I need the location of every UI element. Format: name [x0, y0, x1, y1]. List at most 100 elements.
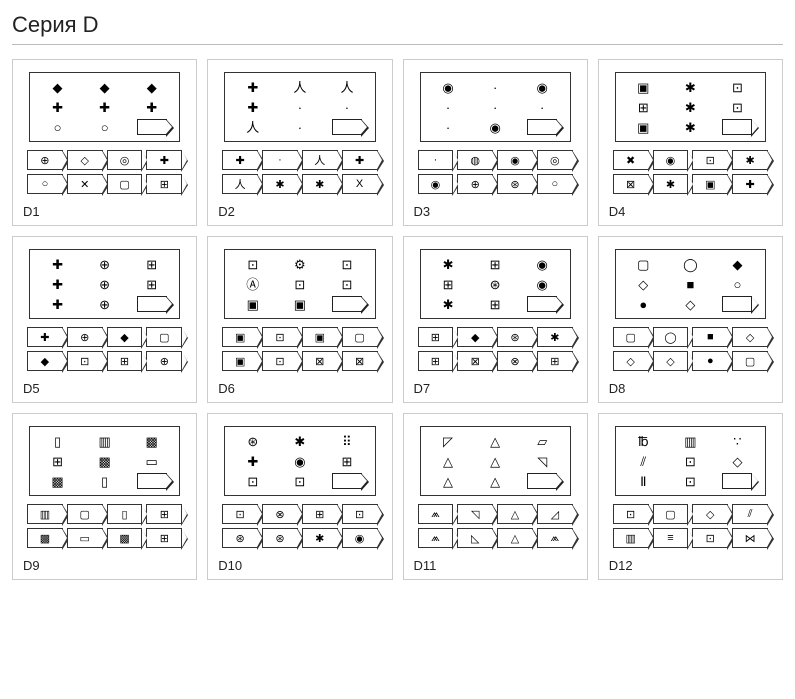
- answer-option[interactable]: ✕: [67, 174, 103, 194]
- answer-option[interactable]: ●: [692, 351, 728, 371]
- matrix-cell: [332, 473, 362, 489]
- answer-option[interactable]: ◇: [692, 504, 728, 524]
- answer-option[interactable]: ◇: [732, 327, 768, 347]
- answer-option[interactable]: ▩: [107, 528, 143, 548]
- answer-option[interactable]: ◇: [653, 351, 689, 371]
- answer-option[interactable]: ⋈: [732, 528, 768, 548]
- answer-option[interactable]: ◎: [537, 150, 573, 170]
- answer-option[interactable]: ⊡: [67, 351, 103, 371]
- answer-option[interactable]: ✚: [732, 174, 768, 194]
- answer-option[interactable]: ▭: [67, 528, 103, 548]
- answer-option[interactable]: ⊗: [262, 504, 298, 524]
- answer-option[interactable]: ⊡: [692, 528, 728, 548]
- answer-option[interactable]: ⊠: [613, 174, 649, 194]
- answer-option[interactable]: ⊕: [67, 327, 103, 347]
- answer-option[interactable]: ▣: [222, 351, 258, 371]
- answer-option[interactable]: ▢: [146, 327, 182, 347]
- answer-option[interactable]: ◯: [653, 327, 689, 347]
- answer-option[interactable]: ▢: [107, 174, 143, 194]
- answer-option[interactable]: ◉: [418, 174, 454, 194]
- answer-option[interactable]: ◿: [537, 504, 573, 524]
- answer-option[interactable]: ◆: [457, 327, 493, 347]
- answer-option[interactable]: ⊡: [613, 504, 649, 524]
- matrix-cell: ✱: [685, 81, 696, 94]
- answer-option[interactable]: ▢: [342, 327, 378, 347]
- answer-option[interactable]: ·: [418, 150, 454, 170]
- answer-option[interactable]: ⊠: [302, 351, 338, 371]
- answer-option[interactable]: 人: [302, 150, 338, 170]
- answer-option[interactable]: ✱: [262, 174, 298, 194]
- answer-option[interactable]: ✱: [537, 327, 573, 347]
- answer-option[interactable]: ⊞: [418, 351, 454, 371]
- answer-option[interactable]: ◍: [457, 150, 493, 170]
- answer-option[interactable]: ✚: [222, 150, 258, 170]
- matrix-cell: ⊡: [247, 475, 258, 488]
- answer-option[interactable]: ■: [692, 327, 728, 347]
- answer-option[interactable]: ◇: [613, 351, 649, 371]
- answer-option[interactable]: ◎: [107, 150, 143, 170]
- answer-option[interactable]: ◆: [27, 351, 63, 371]
- answer-option[interactable]: ⊞: [146, 504, 182, 524]
- answer-option[interactable]: ⊕: [457, 174, 493, 194]
- answer-option[interactable]: ▣: [302, 327, 338, 347]
- answer-option[interactable]: ⊡: [342, 504, 378, 524]
- answer-option[interactable]: ▥: [613, 528, 649, 548]
- answer-option[interactable]: ⊕: [27, 150, 63, 170]
- answer-option[interactable]: ◉: [653, 150, 689, 170]
- answer-option[interactable]: ✱: [732, 150, 768, 170]
- answer-option[interactable]: X: [342, 174, 378, 194]
- answer-option[interactable]: ▢: [653, 504, 689, 524]
- answer-option[interactable]: ✖: [613, 150, 649, 170]
- answer-option[interactable]: ✱: [302, 174, 338, 194]
- answer-option[interactable]: ⊕: [146, 351, 182, 371]
- answer-option[interactable]: ⊡: [262, 327, 298, 347]
- answer-option[interactable]: ⊡: [222, 504, 258, 524]
- answer-option[interactable]: △: [497, 528, 533, 548]
- answer-option[interactable]: ⊠: [342, 351, 378, 371]
- answer-option[interactable]: ⊡: [692, 150, 728, 170]
- answer-option[interactable]: ⊞: [537, 351, 573, 371]
- answer-option[interactable]: ✚: [342, 150, 378, 170]
- answer-option[interactable]: ◉: [342, 528, 378, 548]
- answer-option[interactable]: △: [497, 504, 533, 524]
- answer-option[interactable]: ⊞: [302, 504, 338, 524]
- answer-option[interactable]: ⊠: [457, 351, 493, 371]
- answer-option[interactable]: ▢: [67, 504, 103, 524]
- answer-option[interactable]: ✚: [27, 327, 63, 347]
- answer-option[interactable]: ⩕: [418, 504, 454, 524]
- answer-option[interactable]: ▣: [692, 174, 728, 194]
- answer-option[interactable]: ✚: [146, 150, 182, 170]
- answer-option[interactable]: ⩕: [418, 528, 454, 548]
- answer-option[interactable]: ≡: [653, 528, 689, 548]
- answer-option[interactable]: ⊡: [262, 351, 298, 371]
- answer-option[interactable]: ○: [537, 174, 573, 194]
- answer-option[interactable]: ○: [27, 174, 63, 194]
- answer-option[interactable]: ✱: [653, 174, 689, 194]
- answer-option[interactable]: ▥: [27, 504, 63, 524]
- answer-option[interactable]: ▯: [107, 504, 143, 524]
- answer-option[interactable]: ⊞: [107, 351, 143, 371]
- answer-option[interactable]: ⊛: [222, 528, 258, 548]
- answer-option[interactable]: ·: [262, 150, 298, 170]
- answer-option[interactable]: ⊞: [146, 528, 182, 548]
- answer-option[interactable]: ◹: [457, 504, 493, 524]
- answer-option[interactable]: ⩕: [537, 528, 573, 548]
- answer-option[interactable]: ⊛: [497, 174, 533, 194]
- answer-option[interactable]: ⊞: [418, 327, 454, 347]
- answer-option[interactable]: ◺: [457, 528, 493, 548]
- answer-option[interactable]: ◆: [107, 327, 143, 347]
- answer-option[interactable]: ⊛: [497, 327, 533, 347]
- answer-option[interactable]: ▢: [613, 327, 649, 347]
- answer-option[interactable]: ◇: [67, 150, 103, 170]
- answer-option[interactable]: ⫽: [732, 504, 768, 524]
- answer-option[interactable]: ◉: [497, 150, 533, 170]
- answer-options: ⊡▢◇⫽▥≡⊡⋈: [613, 504, 768, 548]
- answer-option[interactable]: ▣: [222, 327, 258, 347]
- answer-option[interactable]: ✱: [302, 528, 338, 548]
- answer-option[interactable]: ▩: [27, 528, 63, 548]
- answer-option[interactable]: ⊗: [497, 351, 533, 371]
- answer-option[interactable]: ▢: [732, 351, 768, 371]
- answer-option[interactable]: ⊞: [146, 174, 182, 194]
- answer-option[interactable]: 人: [222, 174, 258, 194]
- answer-option[interactable]: ⊛: [262, 528, 298, 548]
